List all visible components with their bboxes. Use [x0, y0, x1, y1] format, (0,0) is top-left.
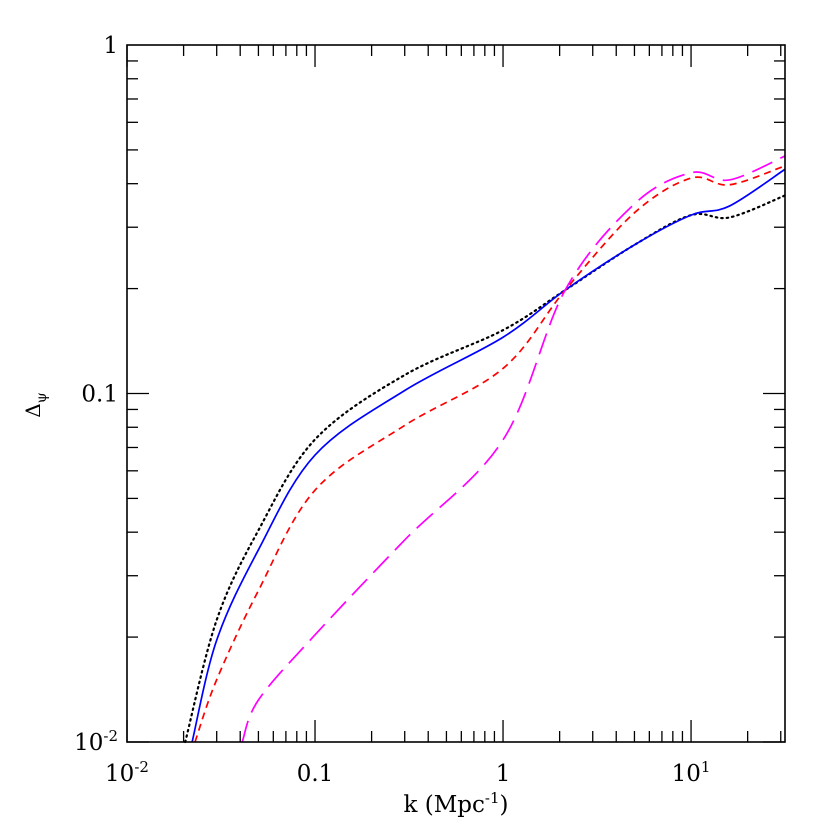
x-tick-label: 10-2 [105, 758, 149, 787]
plot-frame [126, 44, 786, 743]
series-line-dotted [184, 194, 787, 744]
x-tick-label: 0.1 [297, 761, 334, 787]
x-axis-label: k (Mpc-1) [404, 789, 509, 818]
x-tick-label: 101 [672, 758, 711, 787]
series-line-long-dash [241, 155, 786, 743]
series-line-solid [191, 168, 786, 743]
y-tick-labels: 1 0.1 10-2 [74, 33, 118, 756]
y-tick-label: 0.1 [81, 382, 118, 408]
x-tick-label: 1 [496, 761, 511, 787]
y-axis-label: Δψ [21, 392, 50, 417]
axis-ticks [126, 45, 785, 743]
x-tick-labels: 10-2 0.1 1 101 [105, 758, 710, 787]
y-tick-label: 10-2 [74, 727, 118, 756]
series-line-short-dash [194, 165, 786, 743]
curves [184, 155, 787, 744]
y-tick-label: 1 [103, 33, 118, 59]
